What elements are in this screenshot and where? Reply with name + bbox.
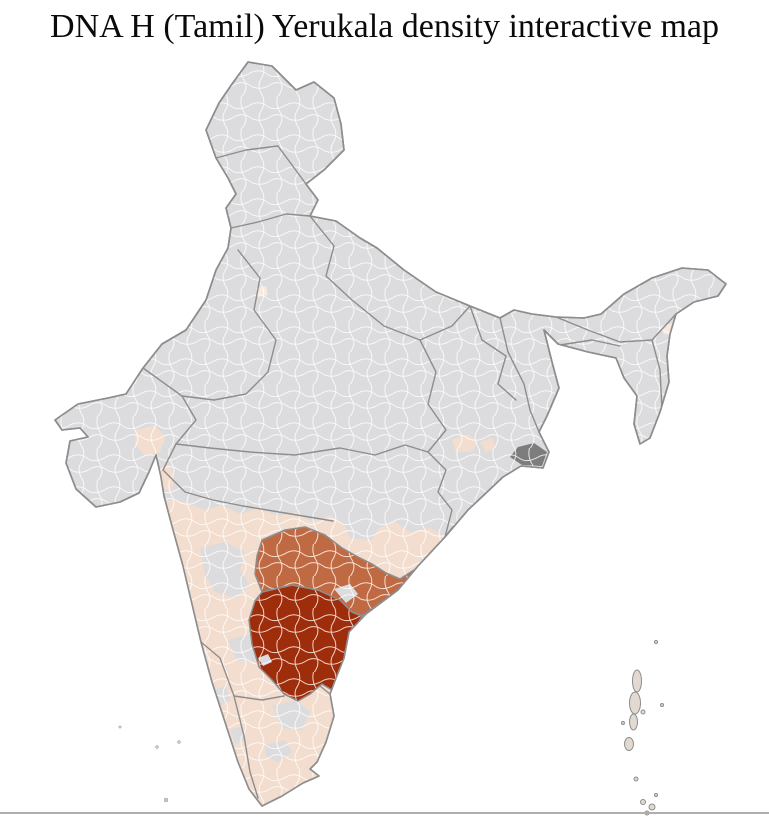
bottom-divider bbox=[0, 812, 769, 814]
page-title: DNA H (Tamil) Yerukala density interacti… bbox=[50, 8, 719, 45]
map-region-lakshadweep-islands[interactable] bbox=[118, 725, 181, 803]
state-borders bbox=[142, 145, 677, 799]
india-outline bbox=[54, 61, 727, 807]
map-region-andaman-nicobar-islands[interactable] bbox=[621, 640, 664, 816]
